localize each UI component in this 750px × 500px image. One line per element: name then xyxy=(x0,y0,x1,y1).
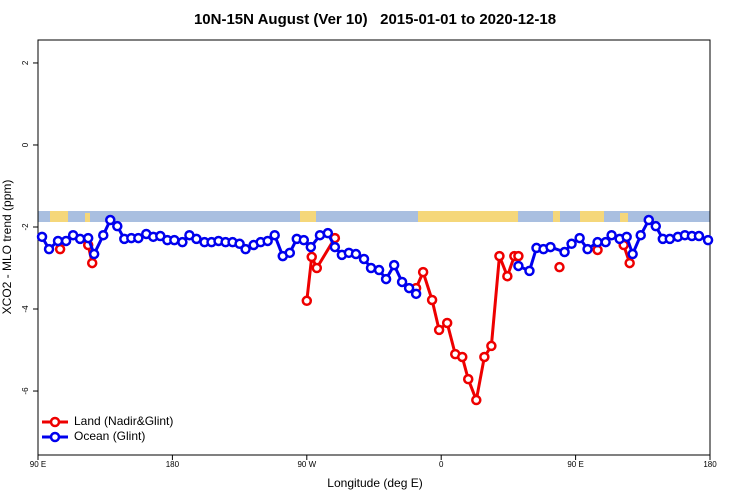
data-point xyxy=(74,233,86,245)
data-point xyxy=(559,246,570,258)
data-point xyxy=(462,373,474,385)
data-point xyxy=(305,241,317,253)
series-line xyxy=(86,237,632,402)
data-point xyxy=(82,232,94,244)
data-point xyxy=(358,253,370,265)
data-point xyxy=(457,351,468,363)
data-point xyxy=(494,250,505,262)
data-point xyxy=(88,248,100,260)
data-point xyxy=(643,214,655,226)
data-point xyxy=(350,248,362,260)
data-point xyxy=(54,243,66,255)
data-point xyxy=(582,243,593,255)
data-point xyxy=(693,230,705,242)
data-point xyxy=(486,340,497,352)
data-point xyxy=(410,288,422,300)
data-point xyxy=(43,243,55,255)
data-point xyxy=(471,394,482,406)
data-point xyxy=(566,238,577,250)
legend-label: Ocean (Glint) xyxy=(74,429,145,443)
data-point xyxy=(624,257,635,269)
data-point xyxy=(191,233,202,245)
data-point xyxy=(112,220,123,232)
data-point xyxy=(650,220,662,232)
data-point xyxy=(86,257,98,269)
x-tick-label: 90 E xyxy=(567,460,583,469)
data-point xyxy=(513,260,524,272)
data-point xyxy=(269,229,280,241)
data-point xyxy=(365,262,377,274)
data-point xyxy=(105,214,116,226)
y-tick-label: 2 xyxy=(21,60,30,65)
data-point xyxy=(311,262,323,274)
plot-frame xyxy=(37,39,711,456)
legend-marker xyxy=(49,431,61,443)
y-tick-label: -2 xyxy=(21,223,30,231)
y-tick-label: -4 xyxy=(21,305,30,313)
data-point xyxy=(417,266,429,278)
data-point xyxy=(479,351,490,363)
data-point xyxy=(433,324,445,336)
data-point xyxy=(545,241,556,253)
data-point xyxy=(284,247,296,259)
x-tick-label: 90 W xyxy=(297,460,316,469)
x-tick-label: 90 E xyxy=(30,460,46,469)
map-strip xyxy=(38,211,710,222)
data-point xyxy=(262,235,273,247)
y-axis-label: XCO2 - MLO trend (ppm) xyxy=(0,180,14,315)
data-point xyxy=(240,243,251,255)
data-point xyxy=(388,259,400,271)
data-point xyxy=(554,261,565,273)
data-point xyxy=(98,229,109,241)
x-tick-label: 0 xyxy=(439,460,444,469)
data-point xyxy=(621,231,632,243)
data-point xyxy=(502,270,513,282)
x-tick-label: 180 xyxy=(166,460,180,469)
data-point xyxy=(600,236,611,248)
chart-title: 10N-15N August (Ver 10) 2015-01-01 to 20… xyxy=(194,11,556,28)
y-tick-label: 0 xyxy=(21,142,30,147)
data-point xyxy=(380,273,392,285)
data-point xyxy=(169,234,180,246)
data-point xyxy=(592,236,603,248)
x-axis-label: Longitude (deg E) xyxy=(327,476,422,490)
data-point xyxy=(306,251,317,263)
data-point xyxy=(574,232,585,244)
x-tick-label: 180 xyxy=(703,460,717,469)
data-point xyxy=(524,265,535,277)
data-point xyxy=(627,248,638,260)
data-point xyxy=(133,232,144,244)
data-point xyxy=(373,264,385,276)
data-point xyxy=(426,294,438,306)
data-point xyxy=(403,282,415,294)
data-point xyxy=(635,229,646,241)
data-point xyxy=(441,317,453,329)
data-point xyxy=(298,234,310,246)
data-point xyxy=(177,236,188,248)
data-point xyxy=(52,235,64,247)
legend-label: Land (Nadir&Glint) xyxy=(74,414,173,428)
data-point xyxy=(301,295,313,307)
data-point xyxy=(664,233,676,245)
data-point xyxy=(513,250,524,262)
data-point xyxy=(36,231,48,243)
y-tick-label: -6 xyxy=(21,387,30,395)
legend-marker xyxy=(49,416,61,428)
data-point xyxy=(702,234,714,246)
data-point xyxy=(60,235,72,247)
data-point xyxy=(606,229,617,241)
data-point xyxy=(396,276,408,288)
data-point xyxy=(329,241,341,253)
data-point xyxy=(322,227,334,239)
